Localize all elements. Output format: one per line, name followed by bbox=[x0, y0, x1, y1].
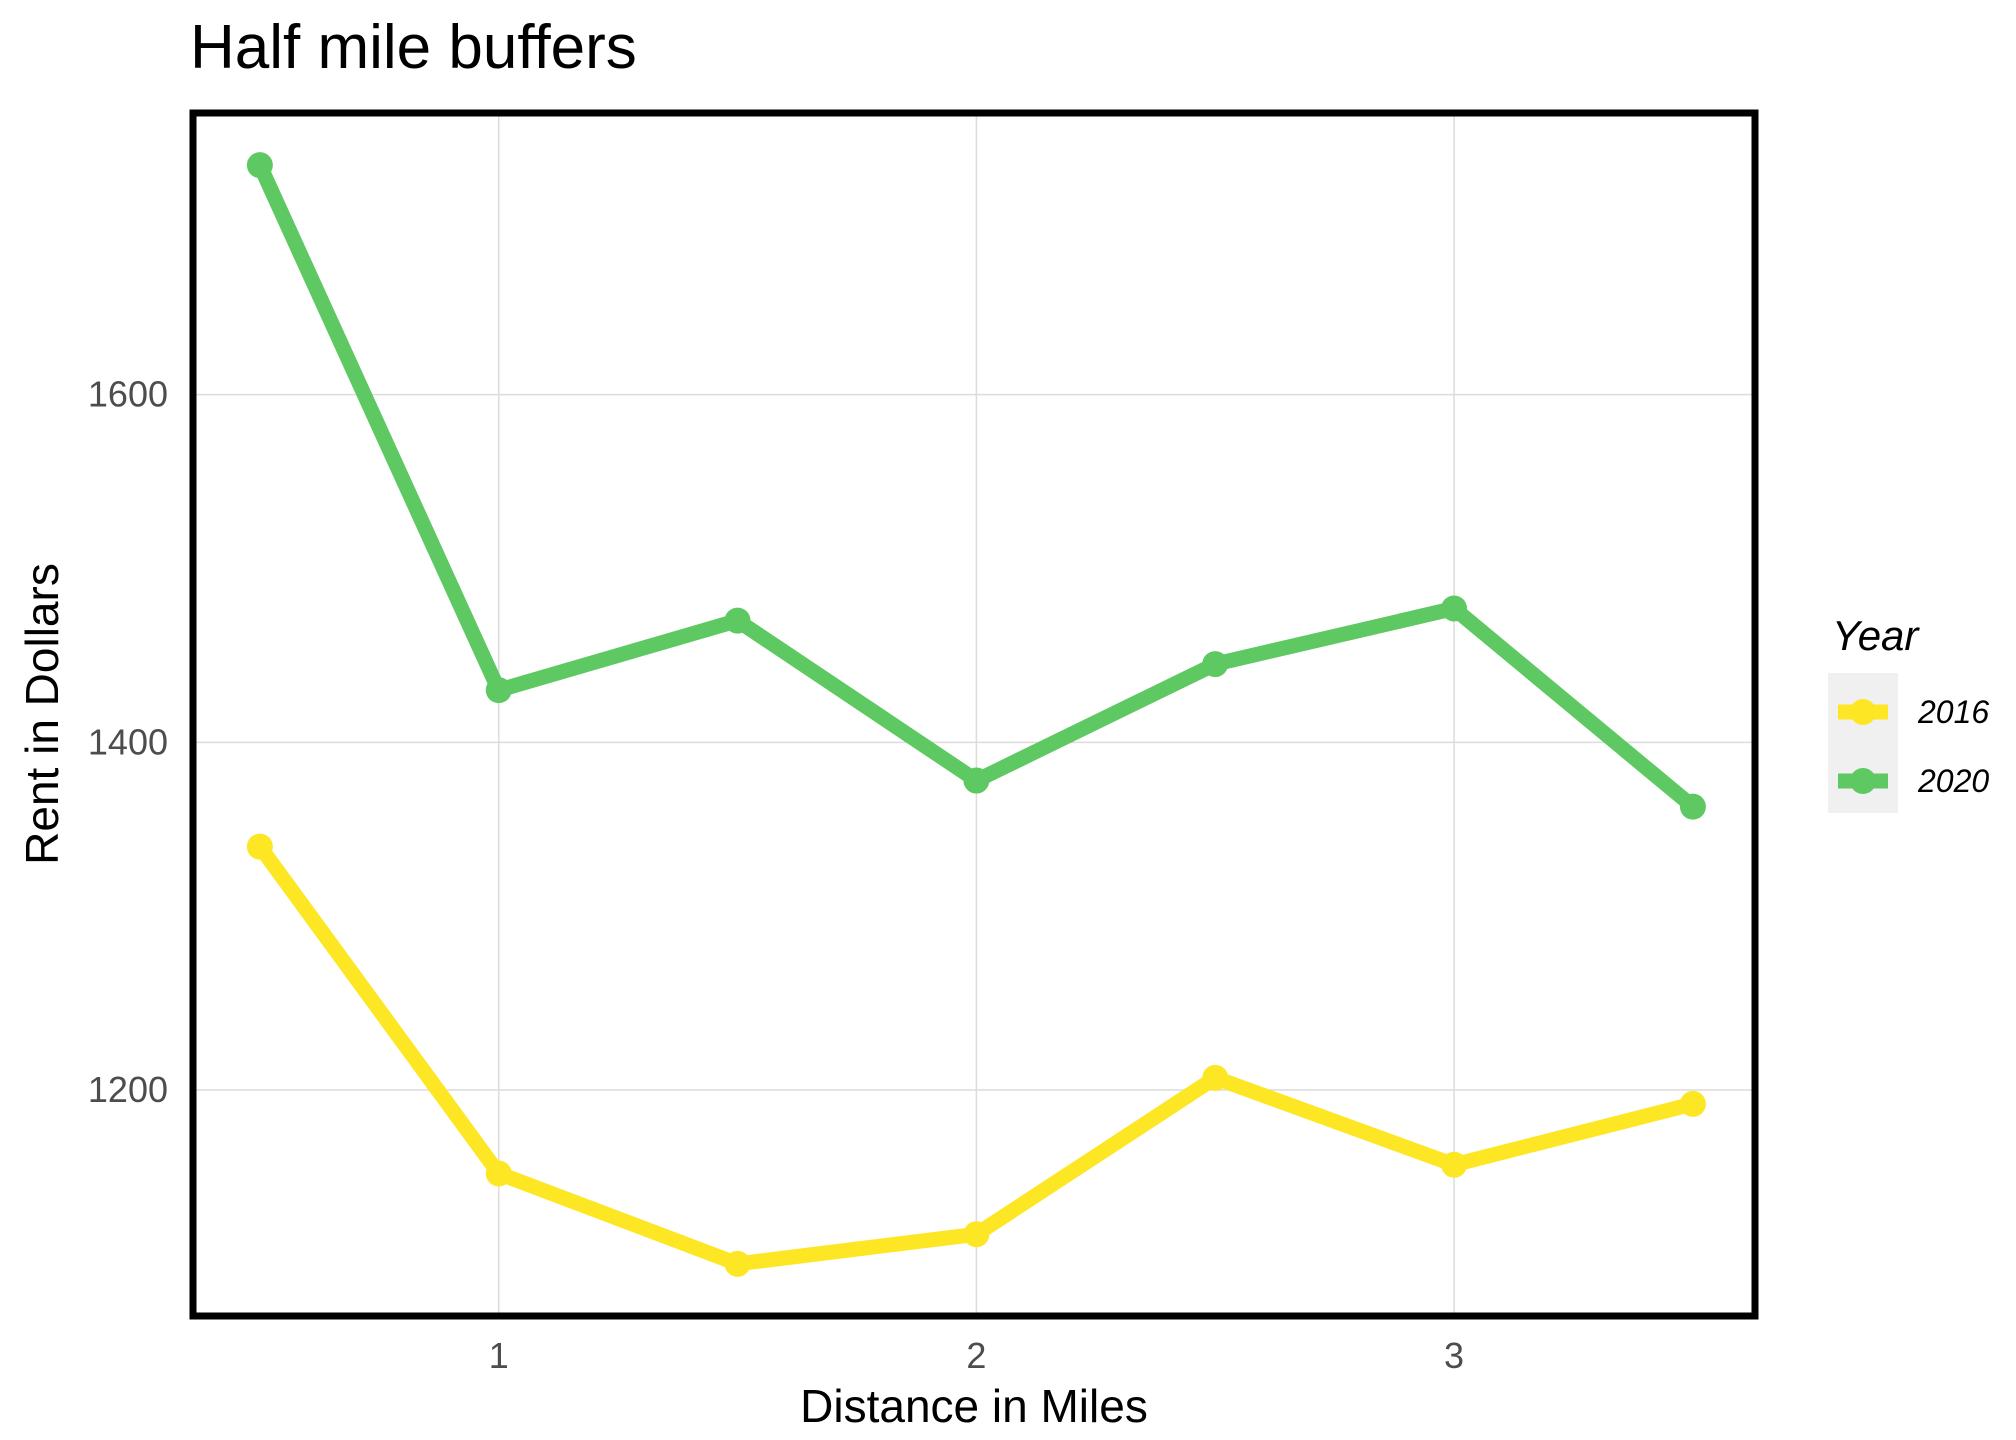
series-2016-point bbox=[724, 1250, 751, 1277]
panel-border bbox=[189, 109, 1759, 1320]
y-tick-label: 1400 bbox=[88, 721, 168, 762]
series-2020-point bbox=[1679, 793, 1706, 820]
series-2016-point bbox=[1441, 1151, 1468, 1178]
legend-item-2020: 2020 bbox=[1838, 763, 1989, 799]
series-layer bbox=[246, 152, 1706, 1277]
legend-key-point bbox=[1850, 768, 1876, 794]
legend-item-2016: 2016 bbox=[1838, 694, 1989, 730]
x-tick-label: 2 bbox=[966, 1335, 986, 1376]
series-2020-point bbox=[485, 677, 512, 704]
legend-label: 2016 bbox=[1917, 694, 1989, 730]
series-2020 bbox=[246, 152, 1706, 820]
chart-title: Half mile buffers bbox=[190, 13, 637, 82]
y-axis-ticks: 1200 1400 1600 bbox=[88, 374, 168, 1110]
legend-items: 2016 2020 bbox=[1838, 694, 1989, 799]
x-tick-label: 1 bbox=[489, 1335, 509, 1376]
y-tick-label: 1200 bbox=[88, 1069, 168, 1110]
series-2016-point bbox=[1202, 1064, 1229, 1091]
series-2016-point bbox=[246, 833, 273, 860]
x-axis-title: Distance in Miles bbox=[800, 1380, 1148, 1432]
gridlines bbox=[193, 113, 1755, 1316]
series-2020-point bbox=[724, 607, 751, 634]
series-2020-point bbox=[246, 152, 273, 179]
series-2020-point bbox=[1202, 651, 1229, 678]
series-2020-point bbox=[963, 767, 990, 794]
series-2016-point bbox=[485, 1160, 512, 1187]
legend-key-point bbox=[1850, 699, 1876, 725]
series-2016-point bbox=[963, 1221, 990, 1248]
y-axis-title: Rent in Dollars bbox=[16, 563, 68, 865]
legend-title: Year bbox=[1832, 612, 1920, 659]
legend-label: 2020 bbox=[1917, 763, 1989, 799]
series-2016-point bbox=[1679, 1090, 1706, 1117]
series-2016 bbox=[246, 833, 1706, 1277]
y-tick-label: 1600 bbox=[88, 374, 168, 415]
series-2020-point bbox=[1441, 595, 1468, 622]
x-tick-label: 3 bbox=[1444, 1335, 1464, 1376]
legend: Year 2016 2020 bbox=[1828, 612, 1989, 813]
x-axis-ticks: 1 2 3 bbox=[489, 1335, 1464, 1376]
